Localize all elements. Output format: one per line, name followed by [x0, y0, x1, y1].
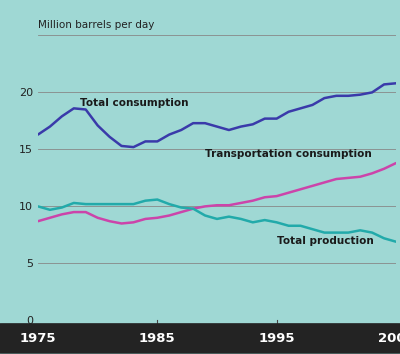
Text: 1985: 1985	[139, 332, 176, 345]
FancyBboxPatch shape	[0, 323, 400, 354]
Text: Total consumption: Total consumption	[80, 98, 188, 108]
Text: 1975: 1975	[20, 332, 56, 345]
Text: 2005: 2005	[378, 332, 400, 345]
Text: 1995: 1995	[258, 332, 295, 345]
Text: Transportation consumption: Transportation consumption	[205, 149, 372, 159]
Text: Million barrels per day: Million barrels per day	[38, 20, 154, 30]
Text: Total production: Total production	[277, 236, 374, 246]
